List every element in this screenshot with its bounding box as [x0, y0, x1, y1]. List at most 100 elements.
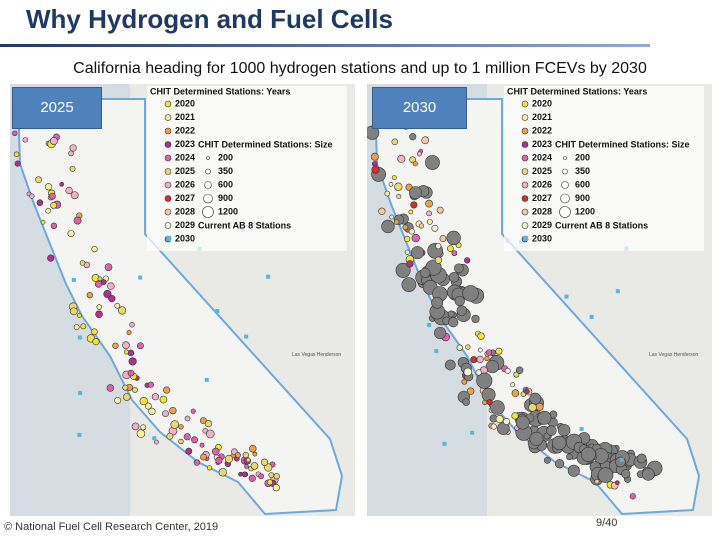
station-dot — [199, 442, 205, 448]
station-dot — [597, 467, 614, 483]
station-dot — [44, 183, 53, 191]
legend-swatch — [521, 168, 529, 175]
station-dot — [381, 219, 395, 234]
station-dot — [402, 224, 409, 231]
ab8-station — [138, 275, 143, 280]
station-dot — [418, 223, 425, 229]
station-dot — [248, 474, 256, 482]
station-dot — [258, 473, 264, 480]
station-dot — [242, 451, 249, 459]
title-rule — [0, 44, 650, 47]
station-dot — [510, 382, 516, 388]
station-dot — [250, 462, 259, 470]
station-dot — [206, 465, 213, 471]
station-dot — [127, 369, 135, 377]
station-dot — [79, 260, 86, 266]
station-dot — [140, 424, 147, 431]
legend-year: 2026 — [175, 179, 195, 189]
station-dot — [245, 457, 251, 463]
legend-year: 2023 — [175, 139, 195, 149]
station-dot — [151, 393, 159, 401]
ab8-station — [589, 314, 594, 319]
station-dot — [191, 436, 198, 444]
station-dot — [502, 417, 510, 425]
legend-swatch — [164, 141, 172, 148]
legend-size — [560, 193, 570, 204]
ab8-station — [619, 457, 624, 462]
station-dot — [420, 267, 431, 278]
station-dot — [404, 235, 411, 243]
station-dot — [193, 459, 201, 466]
legend-swatch — [521, 208, 529, 216]
station-dot — [371, 161, 378, 167]
legend-size-label: 350 — [218, 166, 233, 176]
station-dot — [69, 307, 78, 316]
station-dot — [272, 483, 280, 492]
station-dot — [67, 230, 75, 238]
ab8-station — [71, 277, 76, 282]
station-dot — [451, 250, 458, 257]
station-dot — [401, 277, 417, 292]
legend-year: 2020 — [175, 98, 195, 108]
station-dot — [166, 432, 174, 440]
legend-size-label: 1200 — [218, 206, 238, 216]
legend-size — [203, 193, 213, 204]
station-dot — [504, 367, 511, 374]
station-dot — [641, 467, 655, 481]
station-dot — [244, 464, 249, 469]
legend-swatch — [164, 208, 172, 216]
station-dot — [434, 256, 443, 264]
legend-size-label: 200 — [218, 152, 233, 162]
legend-size — [562, 168, 568, 175]
station-dot — [92, 338, 100, 346]
station-dot — [215, 456, 223, 465]
legend-swatch — [164, 168, 172, 175]
station-dot — [448, 272, 460, 283]
ab8-station — [442, 441, 447, 446]
footer-credit: © National Fuel Cell Research Center, 20… — [4, 521, 219, 533]
legend-size — [561, 181, 569, 189]
station-dot — [391, 138, 399, 146]
station-dot — [80, 323, 87, 330]
station-dot — [104, 263, 113, 272]
ab8-station — [434, 349, 439, 354]
station-dot — [190, 408, 196, 414]
station-dot — [22, 137, 29, 143]
legend-swatch — [164, 100, 172, 108]
station-dot — [410, 246, 425, 260]
station-dot — [475, 369, 482, 376]
legend-size-label: 1200 — [575, 206, 595, 216]
legend: CHIT Determined Stations: Years 2020 2021 2… — [147, 86, 347, 251]
station-dot — [129, 322, 135, 328]
ab8-station — [77, 432, 82, 437]
station-dot — [436, 206, 444, 214]
station-dot — [580, 446, 596, 462]
legend-year: 2029 — [175, 220, 195, 230]
station-dot — [546, 425, 557, 436]
station-dot — [170, 420, 179, 429]
station-dot — [224, 454, 234, 464]
station-dot — [409, 186, 422, 200]
station-dot — [273, 473, 280, 480]
station-dot — [13, 151, 20, 158]
station-dot — [476, 372, 493, 389]
station-dot — [477, 347, 483, 353]
station-dot — [408, 228, 415, 235]
legend-year: 2020 — [532, 98, 552, 108]
station-dot — [456, 305, 468, 316]
station-dot — [48, 192, 56, 200]
station-dot — [421, 136, 430, 145]
station-dot — [456, 344, 463, 351]
station-dot — [412, 161, 418, 167]
station-dot — [147, 381, 154, 388]
station-dot — [136, 342, 144, 350]
station-dot — [49, 137, 58, 145]
legend-swatch — [521, 127, 529, 135]
station-dot — [470, 356, 478, 364]
station-dot — [384, 190, 391, 197]
station-dot — [477, 332, 485, 340]
legend-swatch — [164, 181, 172, 189]
station-dot — [462, 285, 479, 302]
map-2025: Las Vegas Henderson CHIT Determined Stati… — [10, 84, 355, 516]
